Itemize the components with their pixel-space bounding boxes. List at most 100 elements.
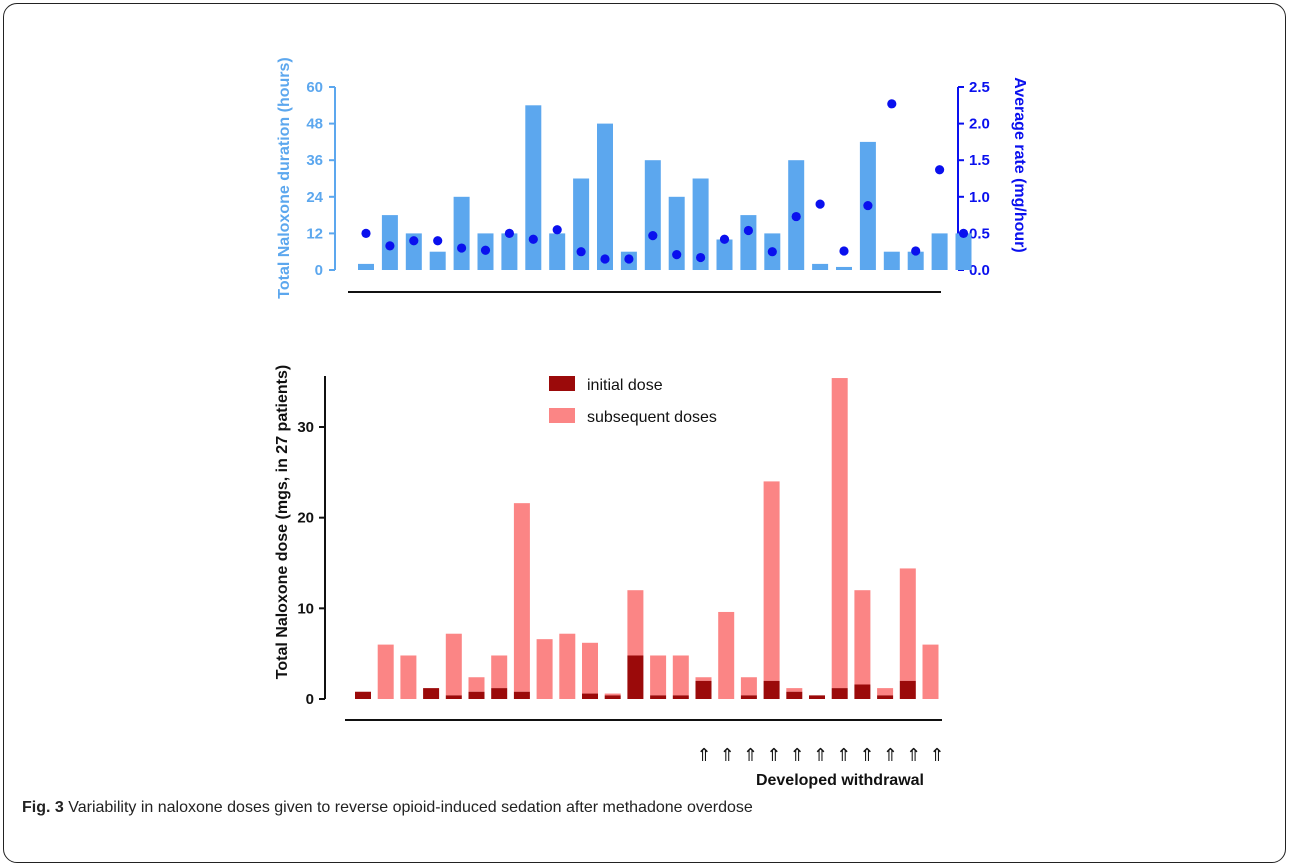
bottom-subsequent-dose-bar xyxy=(400,655,417,699)
top-rate-point xyxy=(624,254,634,264)
figure-chart: 0 12 24 36 48 60 Total Naloxone duration (hour… xyxy=(274,57,1028,789)
withdrawal-arrow-icon: ⇑ xyxy=(743,745,758,766)
bottom-initial-dose-bar xyxy=(854,684,871,699)
withdrawal-arrow-icon: ⇑ xyxy=(836,745,851,766)
caption-text: Variability in naloxone doses given to r… xyxy=(68,799,753,816)
top-rate-point xyxy=(911,246,921,256)
bottom-initial-dose-bar xyxy=(468,691,485,699)
top-left-tick-label: 12 xyxy=(306,225,323,242)
top-rate-point xyxy=(433,236,443,246)
top-left-tick-label: 36 xyxy=(306,152,323,169)
top-rate-point xyxy=(480,245,491,255)
top-duration-bar xyxy=(573,178,590,270)
bottom-subsequent-dose-bar xyxy=(604,693,621,696)
bottom-y-axis-label: Total Naloxone dose (mgs, in 27 patients… xyxy=(274,365,291,679)
legend-swatch-initial-dose xyxy=(549,376,575,391)
top-duration-bar xyxy=(812,263,829,270)
bottom-subsequent-dose-bar xyxy=(559,633,576,699)
top-left-tick-label: 24 xyxy=(306,189,323,206)
top-left-tick-label: 60 xyxy=(306,79,323,96)
withdrawal-arrow-icon: ⇑ xyxy=(766,745,781,766)
top-duration-bar xyxy=(525,105,542,270)
top-left-tick-label: 0 xyxy=(315,262,323,279)
bottom-initial-dose-bar xyxy=(672,695,689,699)
caption-label: Fig. 3 xyxy=(22,799,64,816)
top-rate-point xyxy=(887,99,897,109)
bottom-y-tick-label: 0 xyxy=(306,691,314,708)
bottom-initial-dose-bar xyxy=(627,655,644,699)
bottom-subsequent-dose-bar xyxy=(786,688,803,692)
top-duration-bar xyxy=(358,263,374,270)
bottom-subsequent-dose-bar xyxy=(377,644,394,699)
top-rate-point xyxy=(935,165,945,175)
bottom-subsequent-dose-bar xyxy=(582,642,598,694)
top-rate-point xyxy=(409,236,419,246)
bottom-subsequent-dose-bar xyxy=(468,677,485,692)
withdrawal-arrow-icon: ⇑ xyxy=(720,745,735,766)
top-rate-point xyxy=(385,241,395,251)
top-rate-point xyxy=(958,228,969,238)
bottom-initial-dose-bar xyxy=(491,688,508,699)
top-left-axis-label: Total Naloxone duration (hours) xyxy=(276,57,293,298)
top-left-tick-label: 48 xyxy=(306,116,323,133)
legend-label-initial-dose: initial dose xyxy=(587,377,663,394)
bottom-initial-dose-bar xyxy=(899,680,916,699)
bottom-y-tick-label: 10 xyxy=(297,600,314,617)
bottom-subsequent-dose-bar xyxy=(513,503,530,692)
withdrawal-arrow-icon: ⇑ xyxy=(883,745,898,766)
bottom-initial-dose-bar xyxy=(877,695,894,699)
top-duration-bar xyxy=(740,215,757,270)
bottom-subsequent-dose-bar xyxy=(899,568,916,681)
bottom-initial-dose-bar xyxy=(740,695,757,699)
bottom-subsequent-dose-bar xyxy=(831,378,848,689)
bottom-initial-dose-bar xyxy=(763,680,780,699)
top-duration-bar xyxy=(716,239,733,270)
bottom-initial-dose-bar xyxy=(445,695,462,699)
bottom-y-tick-label: 30 xyxy=(297,419,314,436)
top-duration-bar xyxy=(907,251,924,270)
legend-label-subsequent-doses: subsequent doses xyxy=(587,409,717,426)
bottom-initial-dose-bar xyxy=(650,695,667,699)
top-duration-bar xyxy=(692,178,709,270)
bottom-initial-dose-bar xyxy=(582,693,598,699)
legend-swatch-subsequent-doses xyxy=(549,408,575,423)
top-rate-point xyxy=(839,246,849,256)
bottom-initial-dose-bar xyxy=(604,695,621,699)
bottom-subsequent-dose-bar xyxy=(627,590,644,656)
bottom-subsequent-dose-bar xyxy=(695,677,712,681)
bottom-subsequent-dose-bar xyxy=(491,655,508,689)
top-duration-bar xyxy=(931,233,948,270)
bottom-initial-dose-bar xyxy=(786,691,803,699)
top-rate-point xyxy=(767,247,777,257)
top-rate-point xyxy=(672,250,682,260)
withdrawal-arrow-icon: ⇑ xyxy=(929,745,944,766)
top-duration-bar xyxy=(453,196,470,270)
bottom-initial-dose-bar xyxy=(831,688,848,699)
bottom-subsequent-dose-bar xyxy=(650,655,667,696)
withdrawal-arrow-icon: ⇑ xyxy=(813,745,828,766)
bottom-subsequent-dose-bar xyxy=(536,639,553,699)
top-rate-point xyxy=(743,225,754,236)
bottom-subsequent-dose-bar xyxy=(854,590,871,685)
top-rate-point xyxy=(552,225,562,235)
withdrawal-arrow-icon: ⇑ xyxy=(860,745,875,766)
top-rate-point xyxy=(361,228,371,238)
bottom-subsequent-dose-bar xyxy=(718,611,735,699)
top-duration-bar xyxy=(836,266,852,270)
top-right-tick-label: 2.5 xyxy=(969,79,990,96)
top-right-tick-label: 1.0 xyxy=(969,189,990,206)
withdrawal-annotation-label: Developed withdrawal xyxy=(756,772,924,789)
bottom-y-tick-label: 20 xyxy=(297,510,314,527)
top-rate-point xyxy=(504,228,514,238)
top-rate-point xyxy=(528,234,538,244)
top-rate-point xyxy=(719,234,730,244)
bottom-initial-dose-bar xyxy=(513,691,530,699)
bottom-subsequent-dose-bar xyxy=(445,633,462,696)
bottom-subsequent-dose-bar xyxy=(877,688,894,696)
withdrawal-arrow-icon: ⇑ xyxy=(696,745,711,766)
bottom-subsequent-dose-bar xyxy=(740,677,757,696)
withdrawal-arrow-icon: ⇑ xyxy=(906,745,921,766)
figure-caption: Fig. 3 Variability in naloxone doses giv… xyxy=(22,799,753,817)
top-right-axis-label: Average rate (mg/hour) xyxy=(1011,77,1028,252)
bottom-subsequent-dose-bar xyxy=(672,655,689,696)
